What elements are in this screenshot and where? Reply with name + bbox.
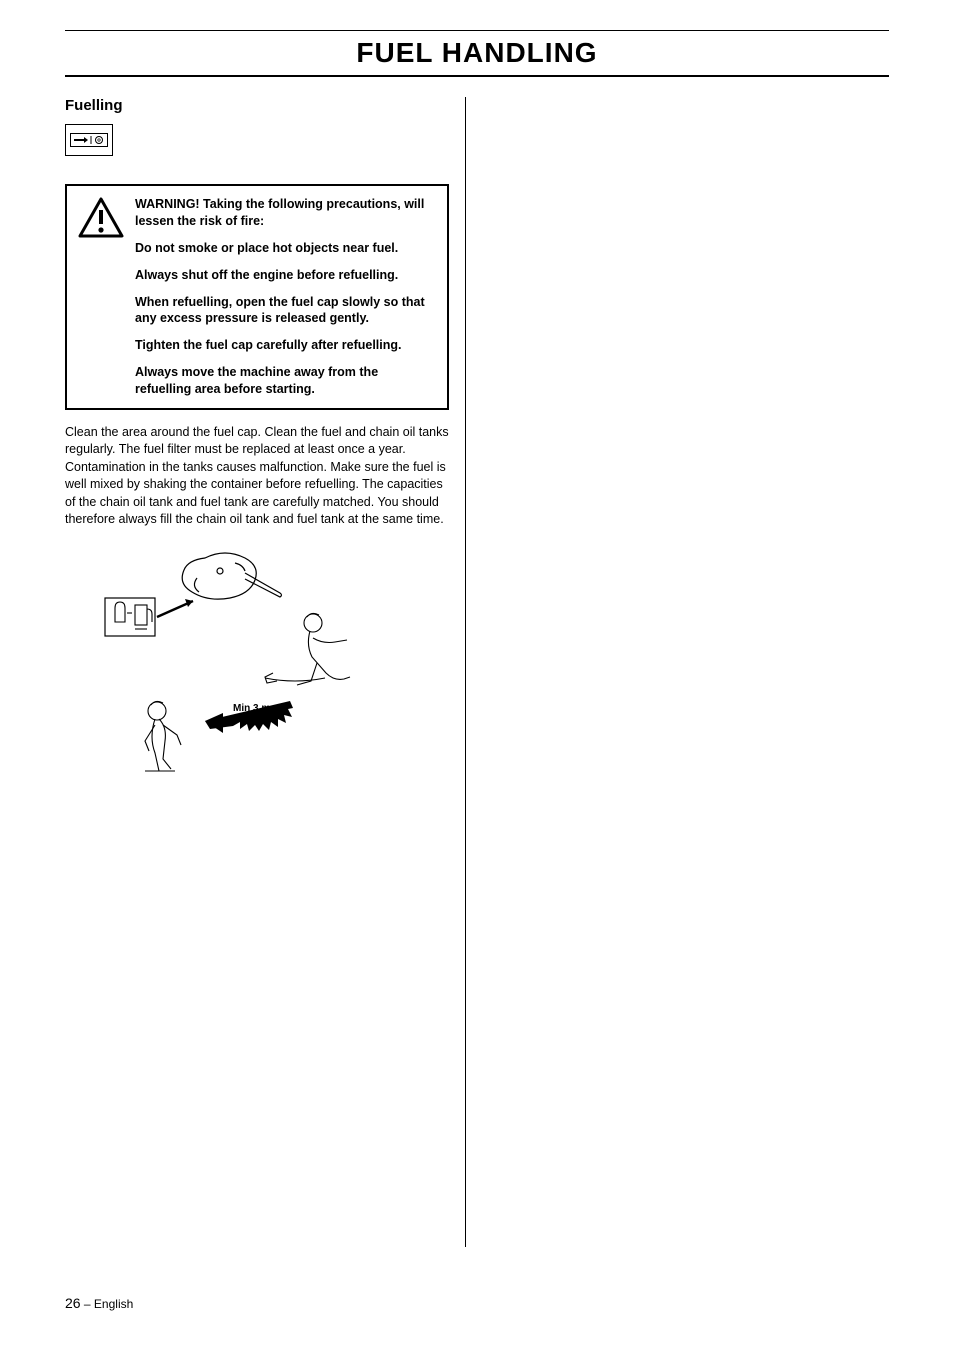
- warning-item-1: Always shut off the engine before refuel…: [135, 267, 437, 284]
- page-container: FUEL HANDLING Fuelling: [0, 0, 954, 1351]
- fuel-pump-icon: [105, 598, 155, 636]
- illustration-label-2: (10ft): [239, 714, 263, 725]
- page-number: 26: [65, 1295, 81, 1311]
- warning-text: WARNING! Taking the following precaution…: [135, 196, 437, 398]
- two-column-layout: Fuelling: [65, 97, 889, 1247]
- refuelling-illustration: Min 3 m (10ft): [85, 543, 449, 788]
- page-title: FUEL HANDLING: [65, 33, 889, 75]
- arrow-cap-icon: [72, 135, 106, 145]
- left-column: Fuelling: [65, 97, 465, 1247]
- title-rule-top: [65, 30, 889, 31]
- title-rule-bottom: [65, 75, 889, 77]
- warning-triangle-icon: [77, 196, 125, 240]
- warning-item-3: Tighten the fuel cap carefully after ref…: [135, 337, 437, 354]
- warning-item-4: Always move the machine away from the re…: [135, 364, 437, 398]
- illustration-label-1: Min 3 m: [233, 703, 270, 714]
- person-standing-icon: [145, 701, 181, 771]
- warning-item-2: When refuelling, open the fuel cap slowl…: [135, 294, 437, 328]
- footer-separator: –: [81, 1297, 94, 1311]
- section-heading: Fuelling: [65, 97, 449, 114]
- warning-lead: WARNING! Taking the following precaution…: [135, 196, 437, 230]
- page-footer: 26 – English: [65, 1295, 133, 1311]
- person-kneeling-icon: [265, 613, 350, 685]
- fuel-cap-icon-box: [65, 124, 113, 156]
- fuel-cap-icon-inner: [70, 133, 108, 147]
- warning-box: WARNING! Taking the following precaution…: [65, 184, 449, 410]
- warning-item-0: Do not smoke or place hot objects near f…: [135, 240, 437, 257]
- footer-language: English: [94, 1297, 133, 1311]
- arrow-to-chainsaw-icon: [157, 599, 193, 617]
- body-paragraph: Clean the area around the fuel cap. Clea…: [65, 424, 449, 529]
- right-column: [466, 97, 889, 1247]
- chainsaw-icon: [182, 553, 281, 599]
